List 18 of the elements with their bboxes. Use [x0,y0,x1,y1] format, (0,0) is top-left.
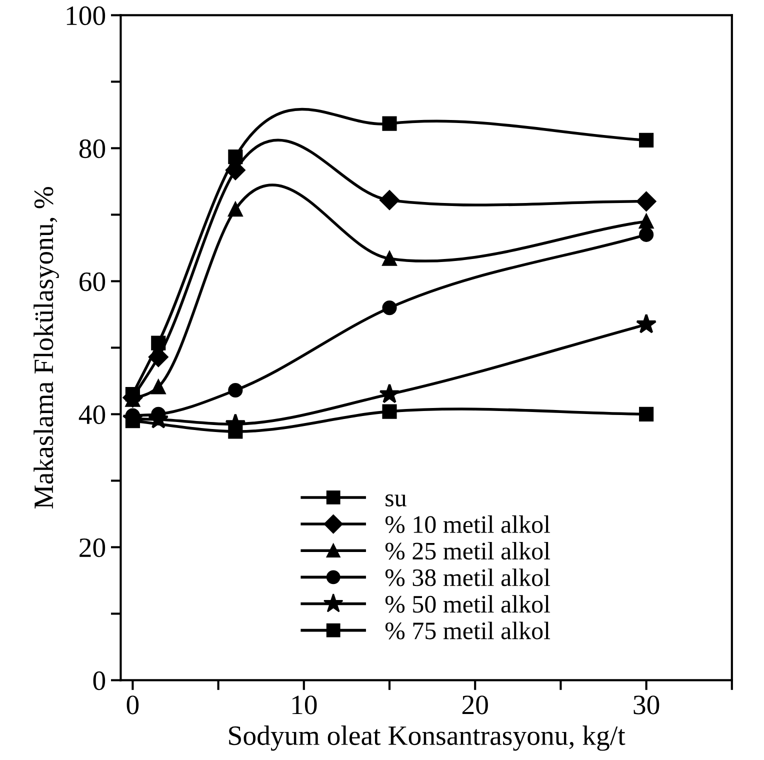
y-tick-label: 20 [80,538,106,558]
legend-label: % 10 metil alkol [385,515,550,534]
legend-label: su [386,494,406,506]
x-tick-label: 30 [634,696,660,714]
y-tick-label: 0 [93,671,106,690]
x-tick-label: 10 [292,696,317,714]
x-axis-title: Sodyum oleat Konsantrasyonu, kg/t [229,726,626,751]
legend-label: % 50 metil alkol [385,595,550,613]
legend-label: % 38 metil alkol [385,568,550,586]
y-axis-title: Makaslama Flokülasyonu, % [34,187,59,509]
legend-label: % 25 metil alkol [385,542,550,560]
x-tick-label: 0 [126,696,139,714]
y-tick-label: 80 [79,139,106,158]
legend-label: % 75 metil alkol [385,622,550,640]
x-tick-label: 20 [462,696,488,714]
y-tick-label: 40 [78,405,106,424]
y-tick-label: 60 [80,272,106,292]
y-tick-label: 100 [66,6,106,26]
